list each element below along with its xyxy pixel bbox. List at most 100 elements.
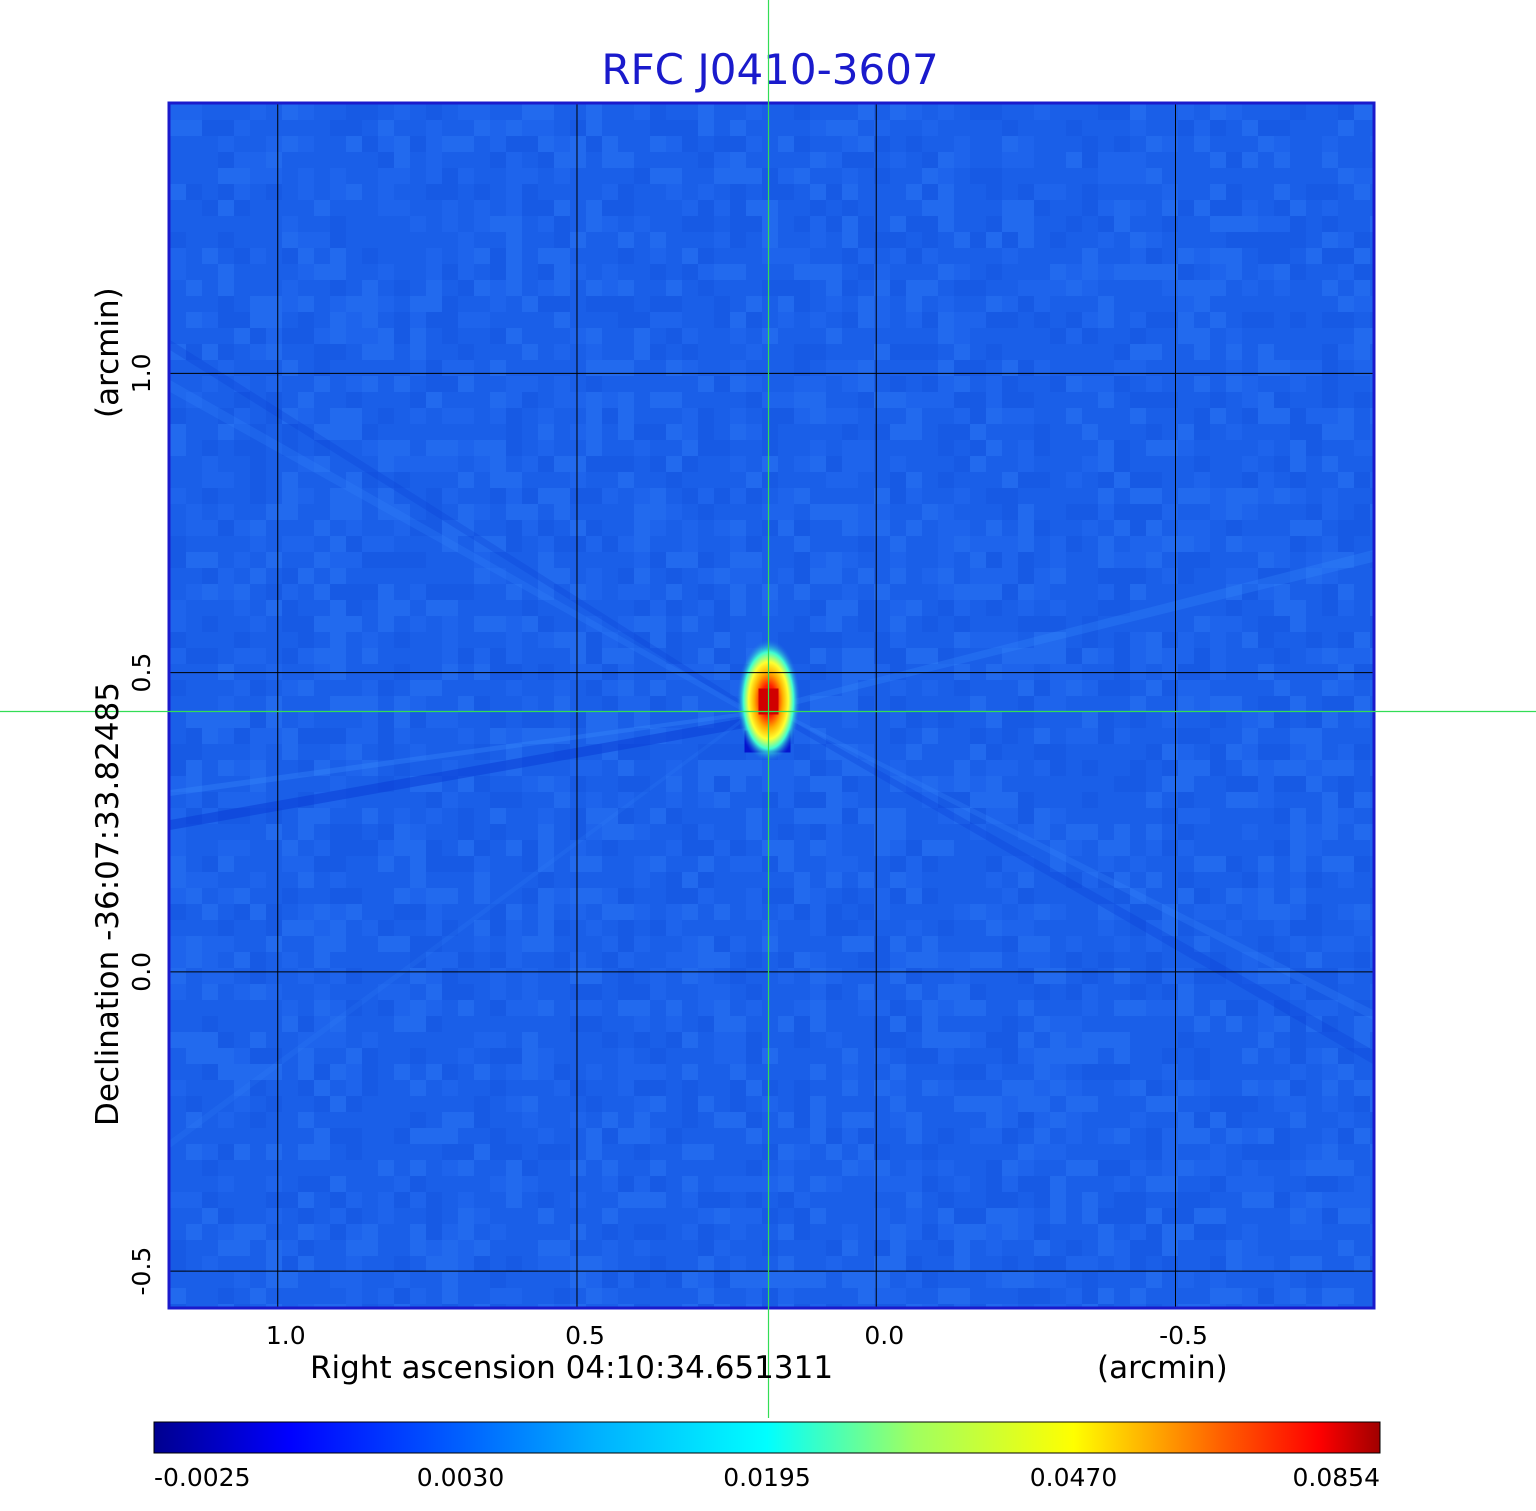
- noise-pixel: [826, 1176, 842, 1192]
- noise-pixel: [394, 664, 410, 680]
- noise-pixel: [634, 632, 650, 648]
- noise-pixel: [1322, 680, 1338, 696]
- noise-pixel: [202, 1256, 218, 1272]
- noise-pixel: [1178, 968, 1194, 984]
- noise-pixel: [730, 1176, 746, 1192]
- noise-pixel: [746, 1112, 762, 1128]
- noise-pixel: [778, 904, 794, 920]
- noise-pixel: [954, 376, 970, 392]
- noise-pixel: [1258, 1304, 1274, 1307]
- noise-pixel: [938, 648, 954, 664]
- noise-pixel: [1146, 392, 1162, 408]
- noise-pixel: [906, 1160, 922, 1176]
- noise-pixel: [1034, 632, 1050, 648]
- noise-pixel: [506, 520, 522, 536]
- noise-pixel: [202, 1064, 218, 1080]
- noise-pixel: [970, 424, 986, 440]
- noise-pixel: [938, 840, 954, 856]
- noise-pixel: [730, 1016, 746, 1032]
- noise-pixel: [1114, 472, 1130, 488]
- noise-pixel: [1258, 264, 1274, 280]
- noise-pixel: [1162, 536, 1178, 552]
- noise-pixel: [362, 680, 378, 696]
- noise-pixel: [1098, 920, 1114, 936]
- noise-pixel: [778, 1160, 794, 1176]
- noise-pixel: [282, 616, 298, 632]
- noise-pixel: [1114, 520, 1130, 536]
- noise-pixel: [1178, 1224, 1194, 1240]
- noise-pixel: [1018, 664, 1034, 680]
- noise-pixel: [186, 792, 202, 808]
- noise-pixel: [330, 696, 346, 712]
- noise-pixel: [330, 632, 346, 648]
- noise-pixel: [922, 776, 938, 792]
- noise-pixel: [394, 728, 410, 744]
- noise-pixel: [1194, 728, 1210, 744]
- noise-pixel: [842, 1064, 858, 1080]
- noise-pixel: [810, 696, 826, 712]
- noise-pixel: [378, 1192, 394, 1208]
- noise-pixel: [1114, 1128, 1130, 1144]
- noise-pixel: [682, 456, 698, 472]
- noise-pixel: [714, 296, 730, 312]
- noise-pixel: [938, 104, 954, 120]
- noise-pixel: [1146, 264, 1162, 280]
- noise-pixel: [842, 552, 858, 568]
- noise-pixel: [1178, 792, 1194, 808]
- noise-pixel: [570, 264, 586, 280]
- noise-pixel: [218, 344, 234, 360]
- noise-pixel: [1178, 696, 1194, 712]
- noise-pixel: [634, 1016, 650, 1032]
- noise-pixel: [650, 392, 666, 408]
- noise-pixel: [1130, 696, 1146, 712]
- noise-pixel: [1146, 312, 1162, 328]
- noise-pixel: [1082, 504, 1098, 520]
- noise-pixel: [266, 600, 282, 616]
- noise-pixel: [922, 1032, 938, 1048]
- noise-pixel: [378, 744, 394, 760]
- noise-pixel: [1290, 776, 1306, 792]
- noise-pixel: [506, 248, 522, 264]
- noise-pixel: [986, 1160, 1002, 1176]
- noise-pixel: [666, 904, 682, 920]
- noise-pixel: [458, 472, 474, 488]
- noise-pixel: [762, 1208, 778, 1224]
- noise-pixel: [522, 136, 538, 152]
- noise-pixel: [570, 648, 586, 664]
- noise-pixel: [778, 168, 794, 184]
- noise-pixel: [1290, 1064, 1306, 1080]
- noise-pixel: [266, 904, 282, 920]
- noise-pixel: [650, 232, 666, 248]
- noise-pixel: [554, 344, 570, 360]
- noise-pixel: [730, 184, 746, 200]
- noise-pixel: [298, 1240, 314, 1256]
- noise-pixel: [762, 472, 778, 488]
- noise-pixel: [250, 536, 266, 552]
- noise-pixel: [826, 296, 842, 312]
- noise-pixel: [618, 616, 634, 632]
- noise-pixel: [1210, 216, 1226, 232]
- noise-pixel: [1178, 1304, 1194, 1307]
- noise-pixel: [1338, 248, 1354, 264]
- noise-pixel: [842, 312, 858, 328]
- noise-pixel: [1322, 808, 1338, 824]
- noise-pixel: [1130, 776, 1146, 792]
- noise-pixel: [874, 1144, 890, 1160]
- noise-pixel: [810, 1096, 826, 1112]
- noise-pixel: [298, 1080, 314, 1096]
- noise-pixel: [1322, 136, 1338, 152]
- noise-pixel: [954, 1096, 970, 1112]
- noise-pixel: [810, 264, 826, 280]
- noise-pixel: [1162, 216, 1178, 232]
- noise-pixel: [394, 1128, 410, 1144]
- noise-pixel: [778, 520, 794, 536]
- noise-pixel: [634, 488, 650, 504]
- noise-pixel: [842, 1240, 858, 1256]
- noise-pixel: [842, 696, 858, 712]
- noise-pixel: [1002, 136, 1018, 152]
- noise-pixel: [1162, 648, 1178, 664]
- noise-pixel: [746, 1272, 762, 1288]
- noise-pixel: [1146, 1304, 1162, 1307]
- noise-pixel: [842, 136, 858, 152]
- noise-pixel: [218, 728, 234, 744]
